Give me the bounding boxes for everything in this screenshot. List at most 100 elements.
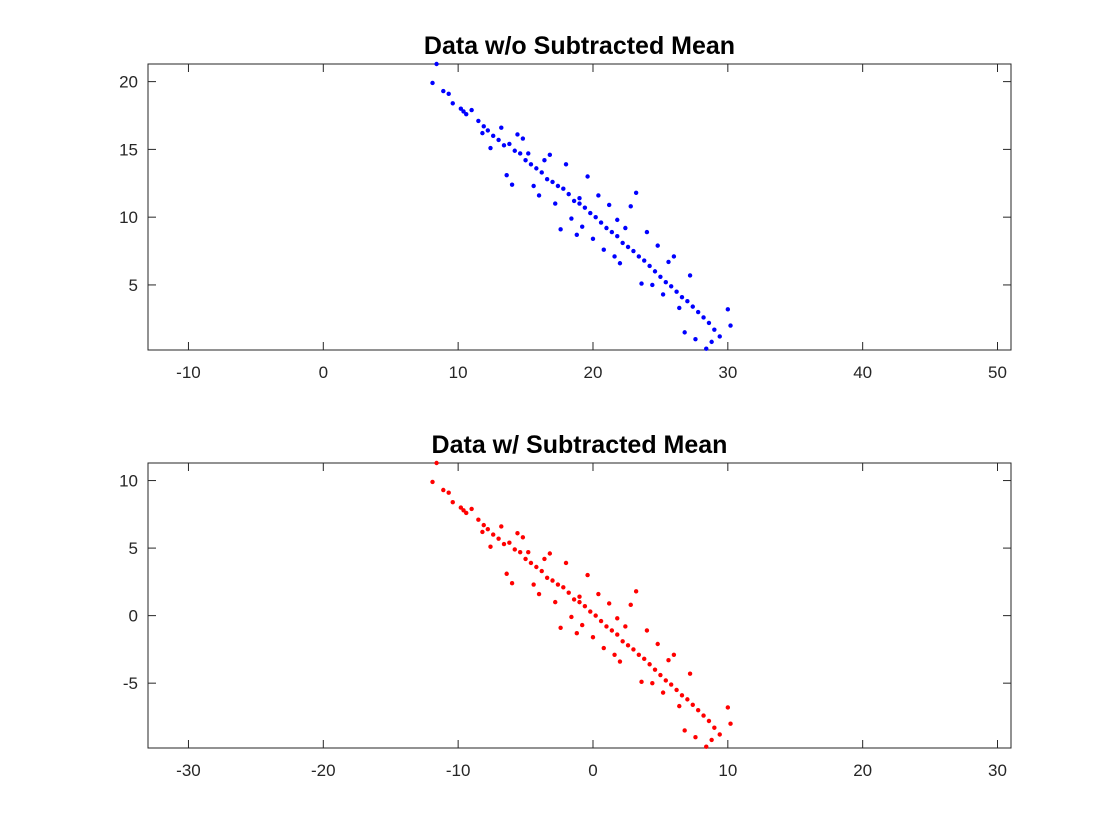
top-data-point xyxy=(547,152,553,158)
bottom-data-point xyxy=(625,643,631,648)
top-data-point xyxy=(674,289,679,294)
bottom-data-point xyxy=(553,599,558,605)
top-data-point xyxy=(712,327,717,332)
bottom-data-point xyxy=(531,582,536,587)
top-data-point xyxy=(430,80,435,86)
top-scatter-panel: Data w/o Subtracted Mean -10 0 10 20 30 40 50 5… xyxy=(119,32,1012,382)
bottom-points-group xyxy=(430,460,733,749)
top-y-tick-label: 20 xyxy=(119,73,138,92)
top-data-point xyxy=(706,320,712,326)
bottom-data-point xyxy=(558,625,563,630)
bottom-data-point xyxy=(461,508,466,513)
bottom-data-point xyxy=(725,705,731,710)
top-data-point xyxy=(615,233,620,239)
top-data-point xyxy=(655,243,660,248)
bottom-data-point xyxy=(633,589,639,594)
top-data-point xyxy=(590,236,596,242)
top-data-point xyxy=(555,183,561,189)
top-data-point xyxy=(550,179,555,185)
bottom-data-point xyxy=(528,560,534,566)
bottom-scatter-panel: Data w/ Subtracted Mean -30 -20 -10 0 10 20 30… xyxy=(119,431,1012,780)
bottom-data-point xyxy=(701,713,706,718)
bottom-data-point xyxy=(650,680,655,686)
bottom-data-point xyxy=(499,524,504,529)
top-data-point xyxy=(446,91,451,97)
bottom-data-point xyxy=(615,616,620,621)
bottom-data-point xyxy=(509,581,515,586)
bottom-data-point xyxy=(690,702,695,707)
bottom-data-point xyxy=(585,572,590,578)
bottom-y-tick-label: 0 xyxy=(129,607,138,626)
bottom-data-point xyxy=(668,682,674,687)
bottom-data-point xyxy=(639,679,644,685)
bottom-data-point xyxy=(501,541,507,547)
bottom-data-point xyxy=(693,734,698,740)
top-data-point xyxy=(633,190,639,195)
top-data-point xyxy=(507,141,512,147)
bottom-data-point xyxy=(682,728,687,733)
bottom-data-point xyxy=(542,556,547,562)
bottom-data-point xyxy=(677,703,682,709)
bottom-data-point xyxy=(577,594,582,599)
top-data-point xyxy=(644,229,650,235)
top-data-point xyxy=(593,214,598,220)
top-data-point xyxy=(728,323,733,328)
top-data-point xyxy=(434,61,439,67)
bottom-data-point xyxy=(644,628,650,633)
bottom-data-point xyxy=(709,737,714,743)
top-data-point xyxy=(563,162,569,167)
top-y-tick-label: 5 xyxy=(129,276,138,295)
top-data-point xyxy=(580,224,585,229)
bottom-data-point xyxy=(571,597,577,602)
bottom-data-point xyxy=(623,624,628,629)
top-data-point xyxy=(631,248,636,254)
bottom-data-point xyxy=(636,652,642,657)
top-data-point xyxy=(690,304,695,309)
top-x-tick-label: 50 xyxy=(988,363,1007,382)
bottom-data-point xyxy=(504,571,509,576)
top-data-point xyxy=(569,216,574,221)
bottom-data-point xyxy=(580,622,585,628)
bottom-data-point xyxy=(596,591,601,597)
bottom-data-point xyxy=(663,678,668,683)
bottom-y-tick-label: 10 xyxy=(119,472,138,491)
bottom-data-point xyxy=(712,725,717,730)
top-data-point xyxy=(636,254,642,259)
bottom-data-point xyxy=(515,531,520,536)
bottom-data-point xyxy=(642,656,647,662)
top-ticks-group: -10 0 10 20 30 40 50 5 10 15 20 xyxy=(119,64,1011,382)
top-data-point xyxy=(668,284,674,289)
top-data-point xyxy=(577,201,582,206)
top-data-point xyxy=(574,232,579,237)
bottom-data-point xyxy=(704,744,709,749)
bottom-data-point xyxy=(674,687,679,693)
bottom-data-point xyxy=(652,667,658,672)
top-data-point xyxy=(520,136,526,141)
top-data-point xyxy=(658,274,663,280)
bottom-data-point xyxy=(604,624,609,629)
top-data-point xyxy=(677,305,682,311)
bottom-data-point xyxy=(647,662,652,667)
top-data-point xyxy=(588,210,593,216)
top-data-point xyxy=(628,204,633,209)
bottom-data-point xyxy=(679,693,685,698)
top-data-point xyxy=(528,162,534,167)
top-data-point xyxy=(647,263,652,269)
bottom-data-point xyxy=(617,659,623,664)
top-data-point xyxy=(512,148,517,153)
bottom-data-point xyxy=(491,532,496,537)
top-data-point xyxy=(650,282,655,288)
bottom-x-tick-label: -20 xyxy=(311,761,336,780)
top-data-point xyxy=(566,191,571,197)
top-data-point xyxy=(536,193,542,198)
top-data-point xyxy=(598,220,604,225)
top-data-point xyxy=(501,143,507,148)
bottom-data-point xyxy=(488,544,493,549)
bottom-data-point xyxy=(628,602,633,608)
top-data-point xyxy=(461,109,466,114)
bottom-data-point xyxy=(526,549,531,555)
bottom-data-point xyxy=(446,490,451,495)
top-data-point xyxy=(704,346,709,351)
bottom-y-tick-label: 5 xyxy=(129,539,138,558)
top-y-tick-label: 10 xyxy=(119,208,138,227)
